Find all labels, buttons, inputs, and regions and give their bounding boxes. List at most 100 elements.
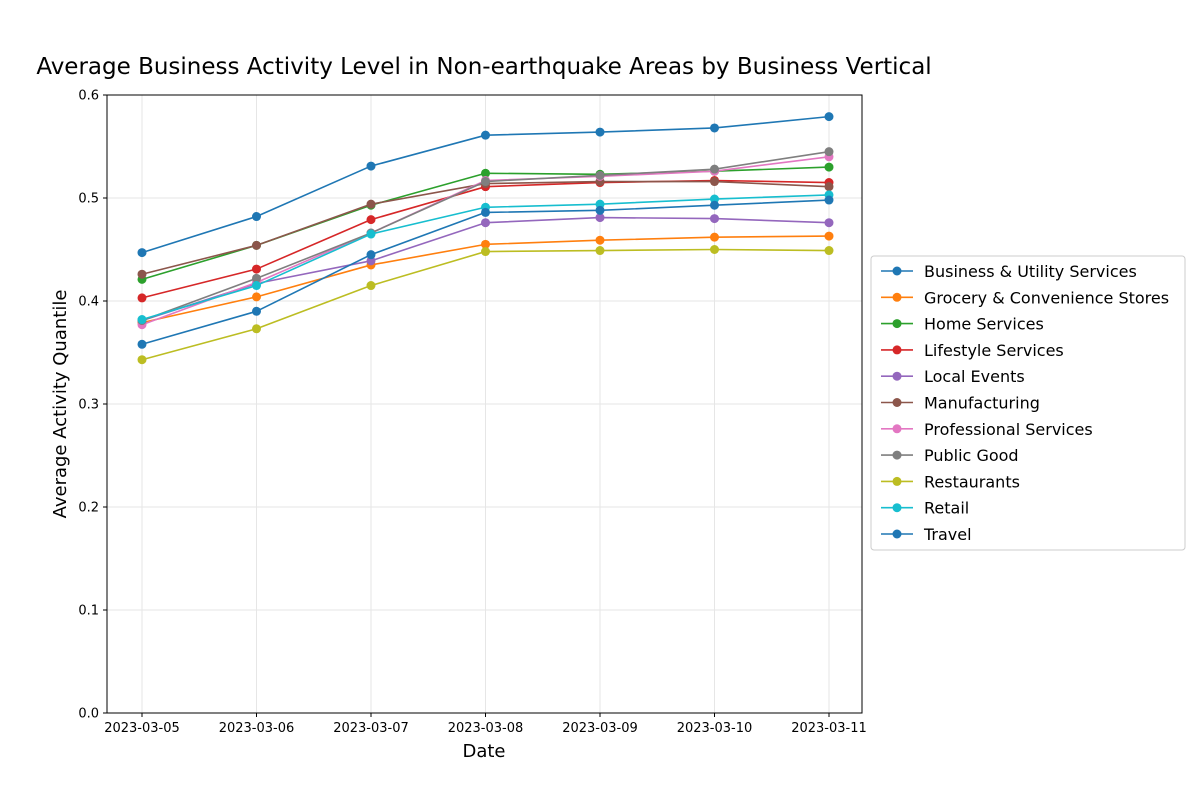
legend-label: Local Events: [924, 367, 1025, 386]
data-point: [824, 162, 834, 172]
chart-title: Average Business Activity Level in Non-e…: [36, 54, 931, 80]
legend-swatch-marker: [892, 529, 902, 539]
x-tick-label: 2023-03-07: [333, 721, 409, 736]
legend-item: Grocery & Convenience Stores: [881, 288, 1169, 307]
legend-swatch-marker: [892, 398, 902, 407]
x-tick-label: 2023-03-05: [104, 721, 180, 736]
legend-item: Professional Services: [881, 420, 1093, 439]
data-point: [366, 161, 376, 171]
x-tick-label: 2023-03-09: [562, 721, 638, 736]
y-tick-label: 0.3: [78, 398, 99, 413]
legend-label: Manufacturing: [924, 394, 1040, 413]
data-point: [366, 215, 376, 225]
series-8: [137, 245, 834, 365]
y-tick-label: 0.0: [78, 707, 99, 722]
legend-item: Public Good: [881, 446, 1019, 465]
y-tick-label: 0.4: [78, 295, 99, 310]
data-point: [824, 246, 834, 256]
data-point: [710, 232, 719, 242]
x-tick-label: 2023-03-10: [677, 721, 753, 736]
data-point: [824, 218, 834, 228]
x-tick-label: 2023-03-11: [791, 721, 867, 736]
data-point: [137, 269, 147, 279]
data-point: [252, 292, 261, 302]
data-point: [710, 123, 719, 133]
legend-label: Professional Services: [924, 420, 1093, 439]
data-point: [481, 168, 490, 178]
data-point: [366, 256, 376, 266]
data-point: [710, 194, 719, 204]
data-point: [824, 231, 834, 241]
series-layer: [137, 112, 834, 365]
data-point: [710, 164, 719, 174]
data-point: [252, 212, 261, 222]
data-point: [595, 205, 605, 215]
legend-swatch-marker: [892, 450, 902, 460]
legend-item: Home Services: [881, 315, 1044, 334]
data-point: [137, 355, 147, 365]
y-axis-label: Average Activity Quantile: [50, 290, 71, 519]
legend-swatch-marker: [892, 424, 902, 434]
legend-box: [870, 255, 1186, 551]
data-point: [366, 199, 376, 209]
data-point: [481, 218, 490, 228]
legend-swatch-marker: [892, 292, 902, 302]
data-point: [595, 213, 605, 223]
data-point: [824, 147, 834, 157]
data-point: [481, 239, 490, 249]
data-point: [595, 170, 605, 180]
x-tick-label: 2023-03-06: [219, 721, 295, 736]
data-point: [481, 177, 490, 187]
data-point: [481, 247, 490, 257]
data-point: [595, 235, 605, 245]
data-point: [137, 248, 147, 258]
x-tick-label: 2023-03-08: [448, 721, 524, 736]
legend-item: Local Events: [881, 367, 1025, 386]
data-point: [137, 315, 147, 325]
data-point: [252, 281, 261, 291]
legend-item: Travel: [881, 525, 972, 544]
y-tick-label: 0.6: [78, 89, 99, 104]
data-point: [595, 246, 605, 256]
series-9: [137, 190, 834, 325]
data-point: [137, 293, 147, 303]
legend-swatch-marker: [892, 266, 902, 276]
legend: Business & Utility Services Grocery & Con…: [870, 255, 1186, 551]
data-point: [252, 306, 261, 316]
legend-item: Retail: [881, 499, 969, 518]
legend-item: Manufacturing: [881, 394, 1040, 413]
y-tick-label: 0.5: [78, 192, 99, 207]
legend-swatch-marker: [892, 476, 902, 486]
legend-label: Restaurants: [924, 472, 1020, 491]
data-point: [366, 250, 376, 260]
legend-swatch-marker: [892, 319, 902, 329]
data-point: [481, 207, 490, 217]
data-point: [595, 127, 605, 137]
data-point: [710, 245, 719, 254]
x-axis-label: Date: [462, 741, 505, 762]
legend-item: Restaurants: [881, 472, 1020, 491]
legend-label: Retail: [924, 499, 969, 518]
legend-label: Grocery & Convenience Stores: [924, 288, 1169, 307]
data-point: [710, 214, 719, 224]
legend-label: Lifestyle Services: [924, 341, 1064, 360]
data-point: [824, 182, 834, 192]
legend-label: Public Good: [924, 446, 1019, 465]
y-tick-label: 0.2: [78, 501, 99, 516]
legend-item: Business & Utility Services: [881, 262, 1137, 281]
data-point: [252, 273, 261, 283]
data-point: [824, 112, 834, 122]
data-point: [252, 324, 261, 334]
data-point: [366, 229, 376, 239]
legend-swatch-marker: [892, 371, 902, 381]
legend-label: Travel: [923, 525, 972, 544]
data-point: [824, 195, 834, 205]
data-point: [252, 264, 261, 274]
data-point: [710, 177, 719, 187]
y-tick-label: 0.1: [78, 604, 99, 619]
data-point: [366, 281, 376, 291]
data-point: [252, 240, 261, 250]
axis-ticks: 0.0 0.1 0.2 0.3 0.4 0.5 0.6 2023-03-05 2023-03-0…: [78, 89, 866, 737]
legend-swatch-marker: [892, 503, 902, 513]
